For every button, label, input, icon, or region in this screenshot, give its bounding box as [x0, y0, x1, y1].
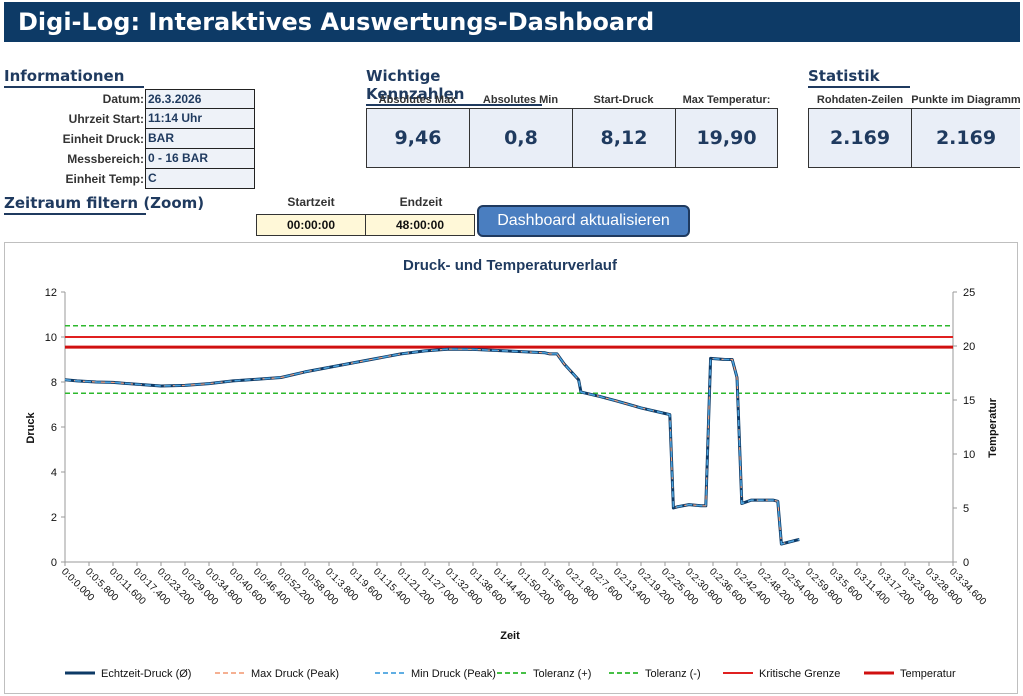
stats-value-punkte: 2.169 [911, 108, 1020, 168]
info-value-einheit-druck[interactable]: BAR [145, 129, 255, 149]
info-label-einheit-druck: Einheit Druck: [62, 132, 144, 146]
info-label-messbereich: Messbereich: [67, 152, 144, 166]
kpi-heading: Wichtige Kennzahlen [366, 67, 542, 106]
kpi-value-maxtemp: 19,90 [675, 108, 778, 168]
kpi-value-max: 9,46 [366, 108, 470, 168]
info-value-datum[interactable]: 26.3.2026 [145, 89, 255, 109]
info-label-uhrzeit: Uhrzeit Start: [68, 112, 144, 126]
update-dashboard-button[interactable]: Dashboard aktualisieren [477, 205, 690, 237]
end-time-label: Endzeit [399, 195, 443, 209]
kpi-label-max: Absolutes Max [378, 94, 457, 106]
stats-label-rohdaten: Rohdaten-Zeilen [816, 94, 904, 106]
start-time-input[interactable]: 00:00:00 [256, 214, 366, 236]
start-time-label: Startzeit [287, 195, 335, 209]
chart-frame [4, 242, 1018, 694]
info-value-einheit-temp[interactable]: C [145, 169, 255, 189]
stats-label-punkte: Punkte im Diagramm [911, 94, 1021, 106]
info-heading: Informationen [4, 67, 144, 88]
info-label-datum: Datum: [102, 92, 144, 106]
stats-value-rohdaten: 2.169 [808, 108, 912, 168]
kpi-label-maxtemp: Max Temperatur: [682, 94, 771, 106]
kpi-value-start: 8,12 [572, 108, 676, 168]
info-value-uhrzeit[interactable]: 11:14 Uhr [145, 109, 255, 129]
stats-heading: Statistik [808, 67, 910, 88]
kpi-label-start: Start-Druck [593, 94, 654, 106]
info-value-messbereich[interactable]: 0 - 16 BAR [145, 149, 255, 169]
kpi-value-min: 0,8 [469, 108, 573, 168]
end-time-input[interactable]: 48:00:00 [365, 214, 475, 236]
info-label-einheit-temp: Einheit Temp: [65, 172, 144, 186]
kpi-label-min: Absolutes Min [482, 94, 559, 106]
filter-heading: Zeitraum filtern (Zoom) [4, 194, 204, 215]
dashboard-title: Digi-Log: Interaktives Auswertungs-Dashb… [4, 2, 1020, 42]
